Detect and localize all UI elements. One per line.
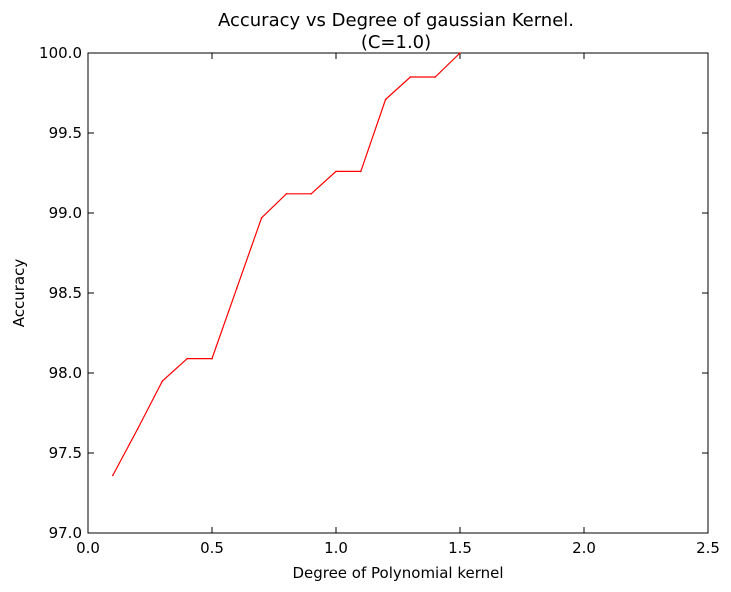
data-point [459,52,461,54]
data-point [211,357,213,360]
data-point [434,76,437,78]
data-point [260,217,263,219]
data-point [161,380,164,382]
y-axis-label: Accuracy [10,259,28,328]
x-tick-label: 2.5 [696,539,720,557]
plot-area: 0.0 0.5 1.0 1.5 2.0 2.5 97.0 97.5 98.0 98.5 99.0 99… [39,44,720,557]
chart-title: Accuracy vs Degree of gaussian Kernel. [218,10,574,31]
data-point [384,98,387,101]
y-tick-label: 100.0 [39,44,82,62]
x-tick-label: 1.5 [448,539,472,557]
x-axis-label: Degree of Polynomial kernel [292,564,503,582]
data-point [236,287,238,290]
data-point [335,170,337,173]
data-point [285,193,288,195]
y-tick-label: 98.5 [49,284,82,302]
data-point [136,428,139,430]
y-tick-label: 97.5 [49,444,82,462]
plot-frame [87,52,709,534]
y-tick-label: 98.0 [49,364,82,382]
chart-subtitle: (C=1.0) [361,32,431,53]
data-point [409,76,412,78]
y-tick-label: 99.5 [49,124,82,142]
y-tick-label: 97.0 [49,524,82,542]
data-point [310,193,313,195]
x-tick-label: 2.0 [572,539,596,557]
x-tick-label: 0.5 [200,539,224,557]
x-tick-label: 1.0 [324,539,348,557]
x-tick-label: 0.0 [76,539,100,557]
data-point [360,170,362,173]
y-tick-label: 99.0 [49,204,82,222]
series-line [112,52,461,476]
data-point [186,357,188,360]
data-point [112,474,114,477]
